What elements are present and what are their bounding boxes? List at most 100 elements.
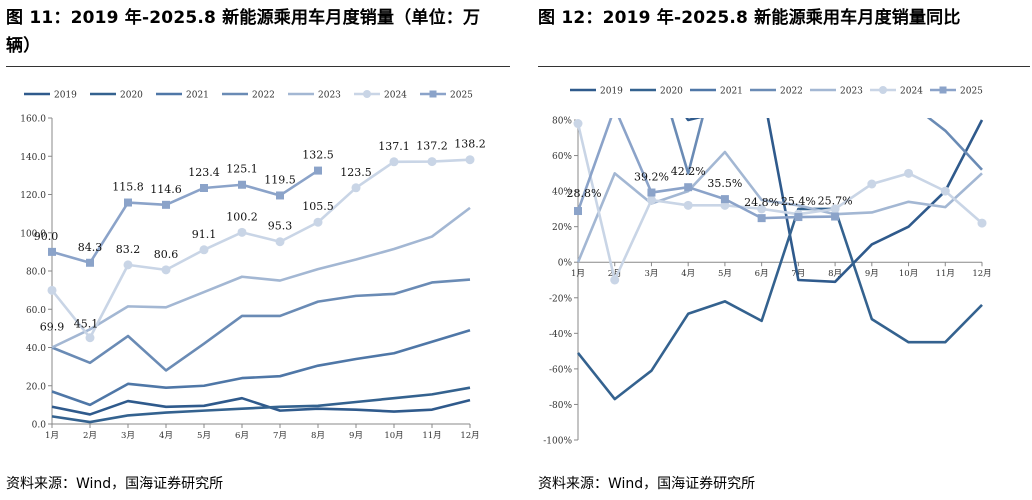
data-label: 69.9 [40,320,65,333]
x-tick-label: 3月 [121,431,135,441]
y-tick-label: 100.0 [20,229,46,239]
data-label: 100.2 [226,210,258,223]
data-point [85,333,95,343]
series-line [576,118,836,220]
x-tick-label: 7月 [273,431,287,441]
legend-item: 2024 [354,90,407,101]
data-point [237,227,247,237]
x-tick-label: 3月 [644,269,658,279]
series-2023 [576,150,983,263]
series-2020 [51,386,471,424]
left-source-note: 资料来源：Wind，国海证券研究所 [6,476,224,492]
legend-item: 2020 [90,91,143,101]
x-tick-label: 5月 [197,431,211,441]
legend-label: 2019 [54,91,77,101]
series-2025 [574,104,840,223]
data-point [683,200,693,210]
data-point [757,214,766,223]
data-point [86,258,94,267]
legend-marker [363,90,371,98]
y-tick-label: 60.0 [26,306,46,316]
x-tick-label: 1月 [45,431,59,441]
x-tick-label: 11月 [936,269,955,279]
data-point [313,217,323,227]
left-chart-panel: 图 11：2019 年-2025.8 新能源乘用车月度销量（单位：万辆） 201… [6,8,510,492]
data-label: 132.5 [302,149,334,162]
x-tick-label: 2月 [83,431,97,441]
series-2025 [48,166,322,267]
legend-label: 2025 [450,91,473,101]
legend-item: 2019 [24,91,77,101]
data-point [351,183,361,193]
x-tick-label: 12月 [460,431,479,441]
legend-item: 2024 [870,86,923,97]
data-point [646,195,656,205]
sales-line-chart: 2019 2020 2021 2022 2023 2024 2025 0.0 20.0 40.0 6… [20,90,486,441]
legend-item: 2019 [570,87,623,97]
data-point [574,207,582,216]
x-tick-label: 4月 [159,431,173,441]
data-point [238,180,246,189]
data-point [123,260,133,270]
left-chart-title: 图 11：2019 年-2025.8 新能源乘用车月度销量（单位：万辆） [6,8,481,56]
data-point [162,200,170,209]
series-line [51,169,319,265]
data-point [200,183,208,192]
legend-item: 2020 [630,87,683,97]
y-tick-label: -80% [549,401,572,411]
series-line [51,386,471,424]
yoy-line-chart: 2019 2020 2021 2022 2023 2024 2025 -100% -80% -60… [543,86,992,447]
series-line [50,158,471,340]
y-tick-label: 80% [552,117,572,127]
y-tick-label: 40.0 [26,344,46,354]
legend-label: 2022 [252,91,275,101]
data-point [977,218,987,228]
y-tick-label: 140.0 [20,153,46,163]
data-label: 115.8 [112,181,144,194]
right-source-note: 资料来源：Wind，国海证券研究所 [538,476,756,492]
x-tick-label: 6月 [235,431,249,441]
legend-marker [879,86,887,94]
data-label: 123.4 [188,166,220,179]
data-point [427,157,437,167]
series-2021 [51,329,471,407]
data-point [276,191,284,200]
right-chart-area: 2019 2020 2021 2022 2023 2024 2025 -100% -80% -60… [542,74,1022,462]
data-label: 25.4% [781,195,816,208]
legend-item: 2022 [222,91,275,101]
legend-item: 2022 [750,87,803,97]
x-tick-label: 6月 [755,269,769,279]
x-tick-label: 8月 [311,431,325,441]
x-tick-label: 10月 [899,269,918,279]
series-2019 [685,118,984,284]
data-point [314,166,322,175]
series-line [51,206,471,349]
y-tick-label: -60% [549,365,572,375]
data-point [904,168,914,178]
legend-label: 2020 [120,91,143,101]
data-label: 138.2 [454,138,486,151]
data-labels: 28.8% 39.2% 42.2%35.5%24.8% 25.4% 25.7% [567,165,853,209]
data-label: 137.2 [416,140,448,153]
data-point [647,188,656,197]
data-label: 42.2% [671,165,706,178]
series-line [51,278,471,372]
legend: 2019 2020 2021 2022 2023 2024 2025 [24,90,473,101]
data-label: 95.3 [268,220,293,233]
data-point [794,213,803,222]
data-label: 83.2 [116,243,141,256]
y-tick-label: 120.0 [20,191,46,201]
y-axis: 0.0 20.0 40.0 60.0 80.0 100.0 120.0 140.0 160.0 [20,115,53,431]
legend: 2019 2020 2021 2022 2023 2024 2025 [570,86,983,97]
series-line [576,207,983,401]
plot-area [47,155,475,424]
legend-item: 2021 [690,87,743,97]
x-tick-label: 8月 [828,269,842,279]
data-point [47,285,57,295]
data-label: 125.1 [226,163,258,176]
data-point [720,195,729,204]
x-tick-label: 9月 [865,269,879,279]
data-label: 90.0 [34,230,59,243]
data-point [611,104,619,112]
legend-item: 2025 [420,90,473,101]
